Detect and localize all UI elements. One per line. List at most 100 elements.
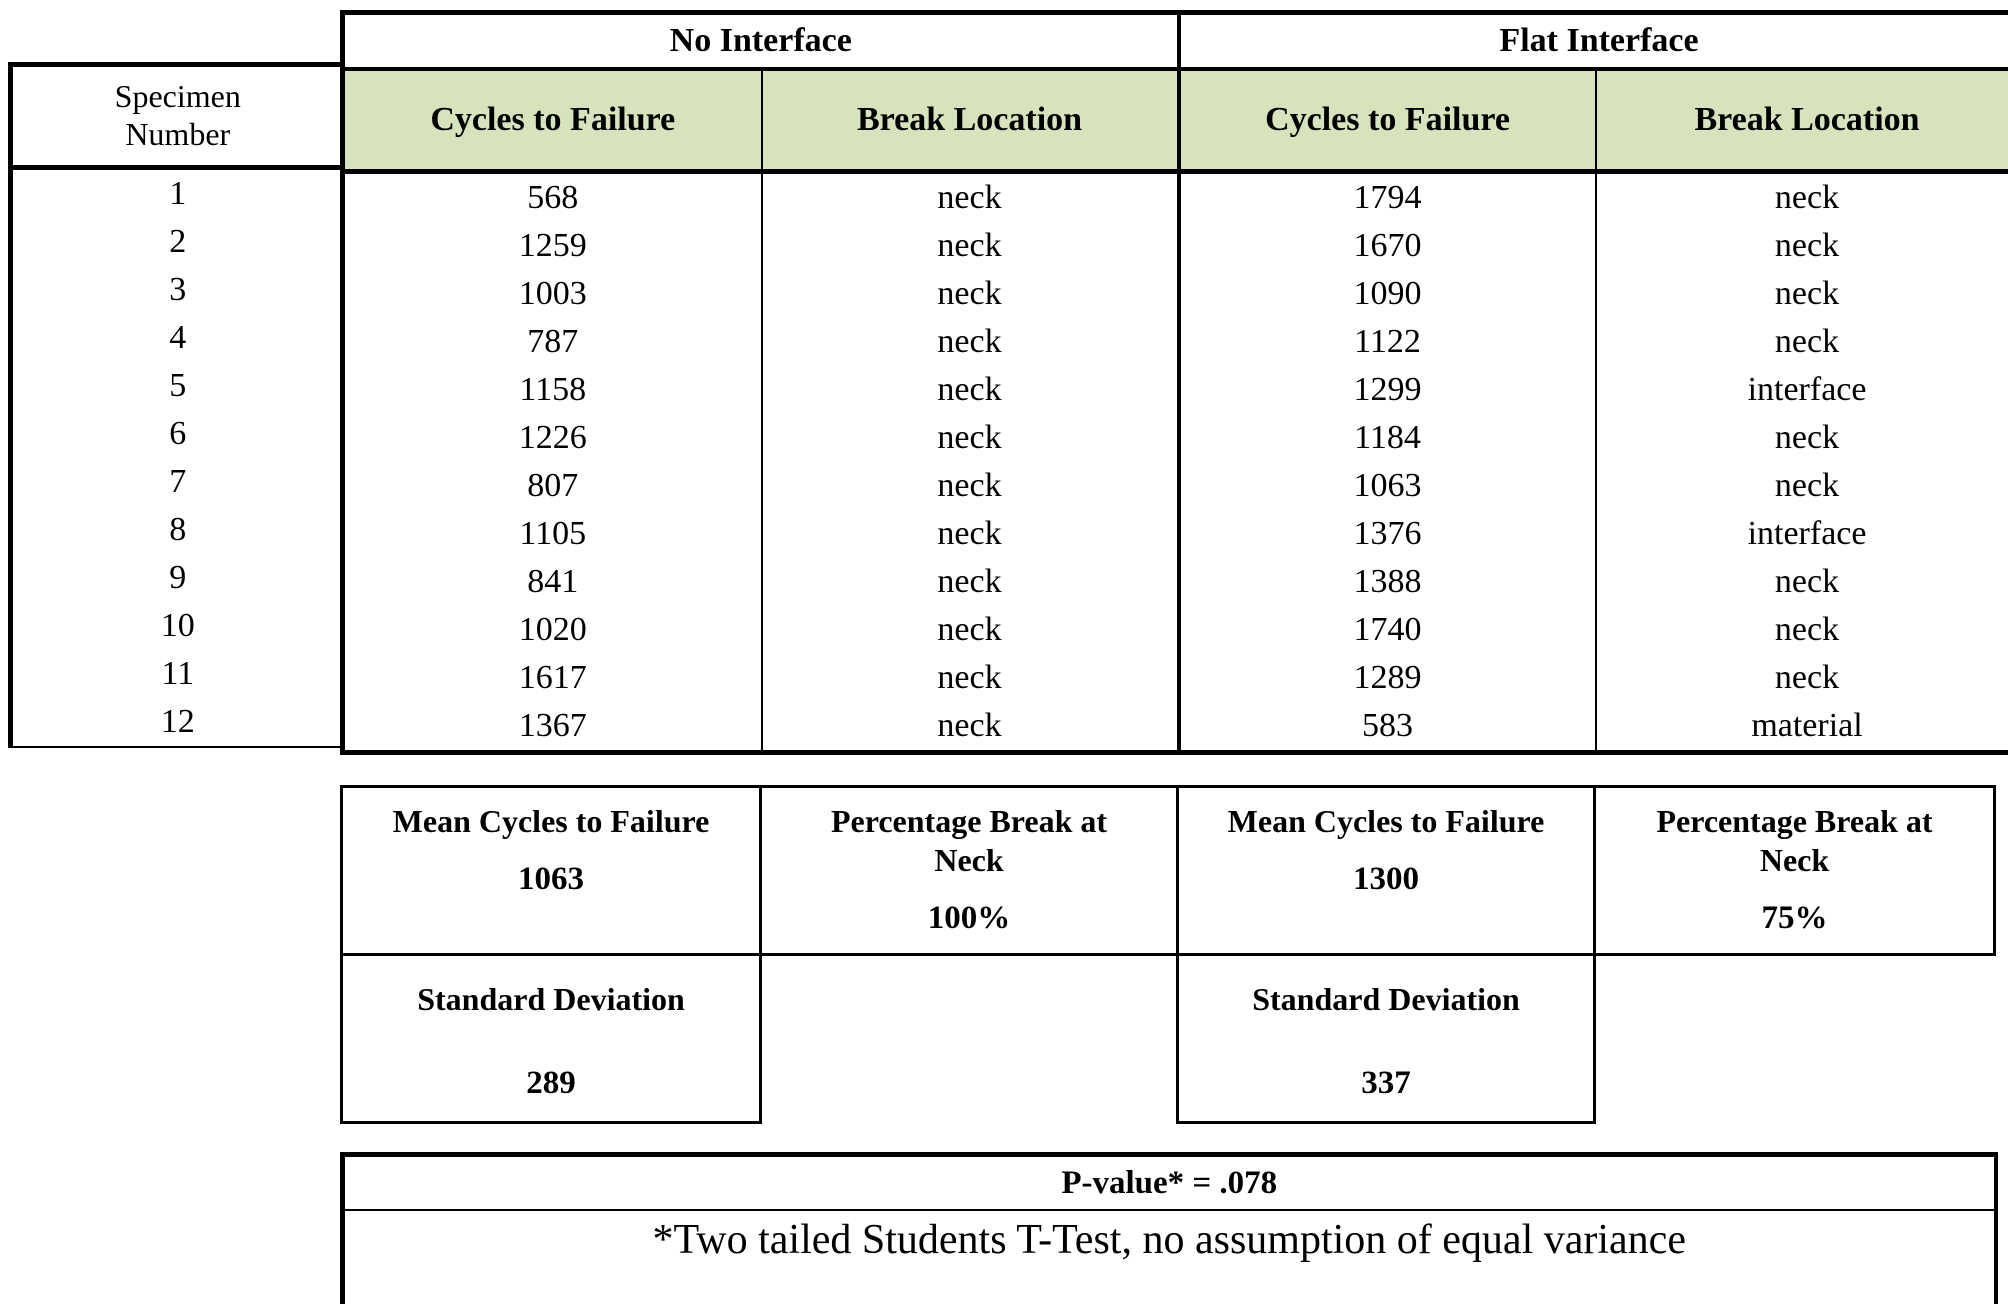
summary-table: Mean Cycles to Failure 1063 Percentage B… bbox=[340, 785, 1996, 1124]
specimen-row: 10 bbox=[11, 602, 343, 650]
no-interface-break-location-cell: neck bbox=[762, 462, 1179, 510]
p-value-text: P-value* = .078 bbox=[343, 1155, 1996, 1211]
specimen-number-cell: 12 bbox=[11, 698, 343, 747]
specimen-number-cell: 9 bbox=[11, 554, 343, 602]
no-interface-break-location-cell: neck bbox=[762, 318, 1179, 366]
specimen-number-cell: 8 bbox=[11, 506, 343, 554]
flat-interface-mean-label: Mean Cycles to Failure bbox=[1228, 802, 1545, 841]
flat-interface-cycles-cell: 1063 bbox=[1179, 462, 1596, 510]
flat-interface-break-location-cell: interface bbox=[1596, 510, 2008, 558]
no-interface-percentage-value: 100% bbox=[762, 900, 1176, 937]
flat-interface-percentage-value: 75% bbox=[1596, 900, 1993, 937]
no-interface-break-location-cell: neck bbox=[762, 558, 1179, 606]
no-interface-break-location-cell: neck bbox=[762, 510, 1179, 558]
no-interface-cycles-cell: 841 bbox=[343, 558, 762, 606]
empty-cell bbox=[761, 955, 1178, 1123]
no-interface-cycles-cell: 1020 bbox=[343, 606, 762, 654]
no-interface-cycles-cell: 807 bbox=[343, 462, 762, 510]
no-interface-percentage-cell: Percentage Break at Neck 100% bbox=[761, 787, 1178, 955]
group-header-row: No Interface Flat Interface bbox=[343, 13, 2008, 70]
flat-interface-cycles-cell: 1299 bbox=[1179, 366, 1596, 414]
specimen-number-header-cell: Specimen Number bbox=[11, 65, 343, 168]
flat-interface-percentage-label: Percentage Break at Neck bbox=[1635, 802, 1955, 880]
no-interface-percentage-label: Percentage Break at Neck bbox=[809, 802, 1129, 880]
specimen-number-cell: 10 bbox=[11, 602, 343, 650]
no-interface-cycles-cell: 1105 bbox=[343, 510, 762, 558]
specimen-row: 8 bbox=[11, 506, 343, 554]
flat-interface-break-location-cell: neck bbox=[1596, 654, 2008, 702]
document-page: { "colors": { "header_fill": "#d7e3bd", … bbox=[0, 0, 2008, 1241]
summary-stddev-row: Standard Deviation 289 Standard Deviatio… bbox=[342, 955, 1995, 1123]
group-header-flat-interface: Flat Interface bbox=[1179, 13, 2008, 70]
flat-interface-break-location-cell: neck bbox=[1596, 558, 2008, 606]
no-interface-cycles-cell: 1259 bbox=[343, 222, 762, 270]
specimen-row: 12 bbox=[11, 698, 343, 747]
specimen-row: 2 bbox=[11, 218, 343, 266]
no-interface-stddev-cell: Standard Deviation 289 bbox=[342, 955, 761, 1123]
flat-interface-cycles-cell: 1376 bbox=[1179, 510, 1596, 558]
flat-interface-cycles-cell: 1184 bbox=[1179, 414, 1596, 462]
no-interface-mean-label: Mean Cycles to Failure bbox=[393, 802, 710, 841]
specimen-row: 9 bbox=[11, 554, 343, 602]
fatigue-data-table: No Interface Flat Interface Cycles to Fa… bbox=[340, 10, 2008, 755]
no-interface-cycles-cell: 1367 bbox=[343, 702, 762, 753]
specimen-row: 3 bbox=[11, 266, 343, 314]
col-header-flat-interface-cycles: Cycles to Failure bbox=[1179, 69, 1596, 172]
specimen-number-cell: 5 bbox=[11, 362, 343, 410]
flat-interface-cycles-cell: 583 bbox=[1179, 702, 1596, 753]
specimen-row: 1 bbox=[11, 168, 343, 219]
no-interface-cycles-cell: 568 bbox=[343, 172, 762, 223]
flat-interface-mean-cell: Mean Cycles to Failure 1300 bbox=[1178, 787, 1595, 955]
flat-interface-break-location-cell: neck bbox=[1596, 222, 2008, 270]
flat-interface-break-location-cell: neck bbox=[1596, 462, 2008, 510]
no-interface-cycles-cell: 1158 bbox=[343, 366, 762, 414]
specimen-number-cell: 3 bbox=[11, 266, 343, 314]
no-interface-stddev-label: Standard Deviation bbox=[417, 980, 685, 1019]
significance-table: P-value* = .078 *Two tailed Students T-T… bbox=[340, 1152, 1998, 1304]
specimen-number-cell: 11 bbox=[11, 650, 343, 698]
specimen-row: 4 bbox=[11, 314, 343, 362]
no-interface-cycles-cell: 1617 bbox=[343, 654, 762, 702]
no-interface-break-location-cell: neck bbox=[762, 270, 1179, 318]
specimen-row: 6 bbox=[11, 410, 343, 458]
no-interface-cycles-cell: 1003 bbox=[343, 270, 762, 318]
summary-mean-row: Mean Cycles to Failure 1063 Percentage B… bbox=[342, 787, 1995, 955]
flat-interface-break-location-cell: neck bbox=[1596, 270, 2008, 318]
no-interface-break-location-cell: neck bbox=[762, 654, 1179, 702]
flat-interface-stddev-label: Standard Deviation bbox=[1252, 980, 1520, 1019]
flat-interface-cycles-cell: 1670 bbox=[1179, 222, 1596, 270]
no-interface-break-location-cell: neck bbox=[762, 606, 1179, 654]
no-interface-break-location-cell: neck bbox=[762, 702, 1179, 753]
flat-interface-cycles-cell: 1122 bbox=[1179, 318, 1596, 366]
no-interface-stddev-value: 289 bbox=[343, 1065, 759, 1102]
no-interface-mean-value: 1063 bbox=[343, 861, 759, 898]
no-interface-break-location-cell: neck bbox=[762, 414, 1179, 462]
p-value-row: P-value* = .078 bbox=[343, 1155, 1996, 1211]
column-header-row: Cycles to Failure Break Location Cycles … bbox=[343, 69, 2008, 172]
flat-interface-percentage-cell: Percentage Break at Neck 75% bbox=[1595, 787, 1995, 955]
specimen-number-cell: 7 bbox=[11, 458, 343, 506]
flat-interface-mean-value: 1300 bbox=[1179, 861, 1593, 898]
no-interface-break-location-cell: neck bbox=[762, 366, 1179, 414]
flat-interface-cycles-cell: 1289 bbox=[1179, 654, 1596, 702]
flat-interface-break-location-cell: neck bbox=[1596, 172, 2008, 223]
specimen-number-cell: 6 bbox=[11, 410, 343, 458]
specimen-number-cell: 2 bbox=[11, 218, 343, 266]
group-header-no-interface: No Interface bbox=[343, 13, 1179, 70]
flat-interface-break-location-cell: neck bbox=[1596, 414, 2008, 462]
footnote-row: *Two tailed Students T-Test, no assumpti… bbox=[343, 1210, 1996, 1304]
flat-interface-break-location-cell: neck bbox=[1596, 318, 2008, 366]
flat-interface-break-location-cell: material bbox=[1596, 702, 2008, 753]
